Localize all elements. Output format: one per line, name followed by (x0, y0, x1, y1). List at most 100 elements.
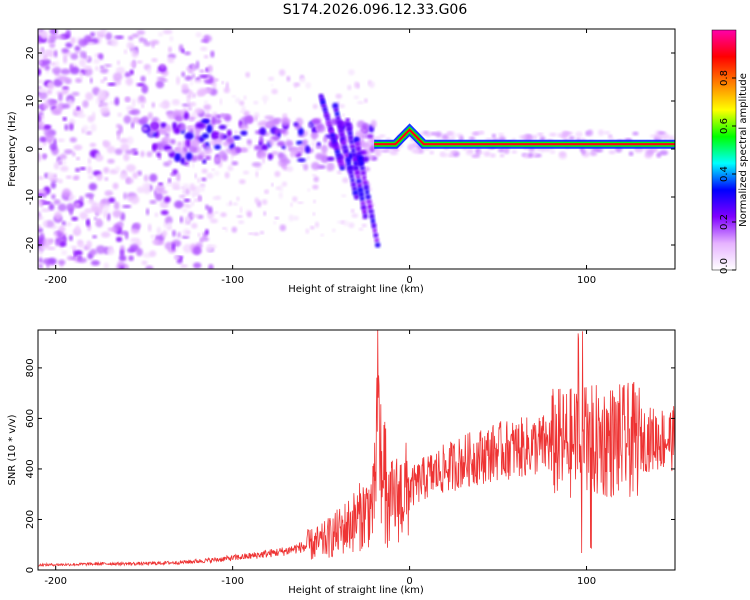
spectrogram-tone-halo (655, 133, 664, 140)
spectrogram-band-blob (163, 137, 171, 143)
snr-x-ticks: -200 -100 0 100 (44, 330, 596, 587)
spectrogram-noise-blob (70, 245, 78, 250)
spectrogram-noise-blob (51, 109, 62, 115)
spectrogram-noise-blob (131, 33, 140, 38)
spectrogram-tone-halo (608, 134, 613, 139)
spectrogram-noise-blob (102, 140, 107, 146)
snr-x-tick-label: 100 (577, 576, 596, 587)
spectrogram-band-blob (201, 133, 210, 139)
spectrogram-noise-blob (156, 226, 161, 235)
spectrogram-noise-blob (165, 216, 173, 225)
spectrogram-streak-blob (349, 173, 355, 179)
spectrogram-noise-blob (154, 193, 164, 201)
spectrogram-noise-blob (104, 177, 109, 181)
spectrogram-noise-blob (82, 100, 89, 108)
spectrogram-noise-blob (224, 171, 230, 179)
spectrogram-noise-blob (141, 104, 145, 108)
spectrogram-noise-blob (268, 76, 275, 81)
spectrogram-band-blob (203, 113, 211, 119)
spectrogram-noise-blob (38, 257, 43, 264)
spectrogram-noise-blob (160, 63, 165, 70)
snr-x-tick-label: -100 (221, 576, 244, 587)
spectrogram-noise-blob (105, 32, 113, 41)
spectrogram-noise-blob (191, 222, 198, 229)
spectrogram-noise-blob (147, 223, 152, 232)
spectrogram-noise-blob (119, 137, 129, 144)
spectrogram-noise-blob (38, 115, 42, 123)
spectrogram-band-blob (218, 150, 227, 159)
spectrogram-noise-blob (70, 36, 76, 45)
spectrogram-noise-blob (307, 188, 311, 192)
spectrogram-noise-blob (189, 119, 193, 122)
spectrogram-band-blob (165, 149, 174, 154)
spectrogram-band-blob (231, 161, 239, 166)
spectrogram-noise-blob (41, 208, 51, 213)
spectrogram-tone-halo (378, 134, 386, 138)
spectrogram-noise-blob (292, 196, 298, 202)
spectrogram-streak-blob (360, 200, 366, 206)
spectrogram-band-blob (222, 141, 231, 147)
spectrogram-band-blob (264, 115, 275, 120)
spectrogram-noise-blob (74, 167, 81, 173)
spectrogram-noise-blob (155, 185, 166, 193)
spectrogram-band-blob (259, 127, 267, 136)
spectrogram-tone-halo (435, 131, 442, 138)
spectrogram-noise-blob (184, 188, 191, 195)
spectrogram-noise-blob (122, 204, 132, 209)
spectrogram-streak-blob (361, 174, 367, 181)
spectrogram-noise-blob (130, 227, 140, 235)
spectrogram-streak-blob (362, 180, 369, 186)
spectrogram-noise-blob (107, 158, 115, 164)
spectrogram-band-blob (293, 122, 299, 127)
spectrogram-noise-blob (194, 173, 197, 179)
spectrogram-band-blob (149, 122, 159, 130)
spectrogram-noise-blob (193, 262, 202, 269)
spectrogram-band-blob (215, 114, 222, 119)
spectrogram-noise-blob (313, 199, 316, 204)
spectrogram-noise-blob (172, 186, 181, 190)
spectrogram-noise-blob (246, 211, 252, 218)
spectrogram-noise-blob (358, 227, 364, 231)
spectrogram-streak-blob (345, 157, 351, 163)
spectrogram-noise-blob (115, 66, 126, 75)
spectrogram-noise-blob (100, 79, 105, 84)
spectrogram-noise-blob (138, 37, 145, 43)
spectrogram-noise-blob (44, 172, 49, 179)
spectrogram-noise-blob (240, 110, 243, 113)
spectrogram-noise-blob (361, 223, 367, 228)
spectrogram-noise-blob (85, 131, 92, 135)
spectrogram-noise-blob (89, 248, 97, 256)
spectrogram-band-blob (219, 132, 224, 141)
spectrogram-noise-blob (42, 220, 48, 228)
spectrogram-noise-blob (176, 76, 180, 85)
colorbar-tick-label: 0.8 (719, 70, 730, 86)
spectrogram-noise-blob (151, 58, 158, 63)
spectrogram-noise-blob (260, 231, 264, 235)
spectrogram-noise-blob (223, 87, 230, 94)
spectrogram-noise-blob (57, 259, 66, 266)
spectrogram-noise-blob (79, 211, 89, 220)
spectrogram-noise-blob (59, 241, 67, 247)
spectrogram-band-blob (302, 139, 308, 146)
spectrogram-noise-blob (278, 192, 283, 199)
spectrogram-noise-blob (43, 124, 52, 130)
spectrogram-y-tick-label: -10 (25, 189, 36, 205)
spectrogram-noise-blob (140, 150, 145, 158)
spectrogram-tone-halo (598, 129, 604, 136)
spectrogram-noise-blob (44, 220, 55, 228)
spectrogram-noise-blob (106, 145, 116, 154)
spectrogram-noise-blob (191, 63, 196, 73)
spectrogram-noise-blob (48, 203, 55, 211)
spectrogram-noise-blob (146, 151, 153, 158)
spectrogram-noise-blob (167, 56, 175, 64)
spectrogram-tone-halo (603, 130, 611, 135)
spectrogram-noise-blob (180, 186, 185, 189)
spectrogram-band-blob (260, 144, 269, 151)
spectrogram-band-blob (285, 139, 293, 147)
colorbar: 0.0 0.2 0.4 0.6 0.8 Normalized spectral ampl… (711, 29, 749, 274)
spectrogram-band-blob (186, 138, 191, 148)
spectrogram-noise-blob (225, 227, 228, 232)
spectrogram-noise-blob (47, 38, 52, 44)
spectrogram-noise-blob (348, 69, 355, 76)
spectrogram-streak-blob (353, 160, 359, 167)
